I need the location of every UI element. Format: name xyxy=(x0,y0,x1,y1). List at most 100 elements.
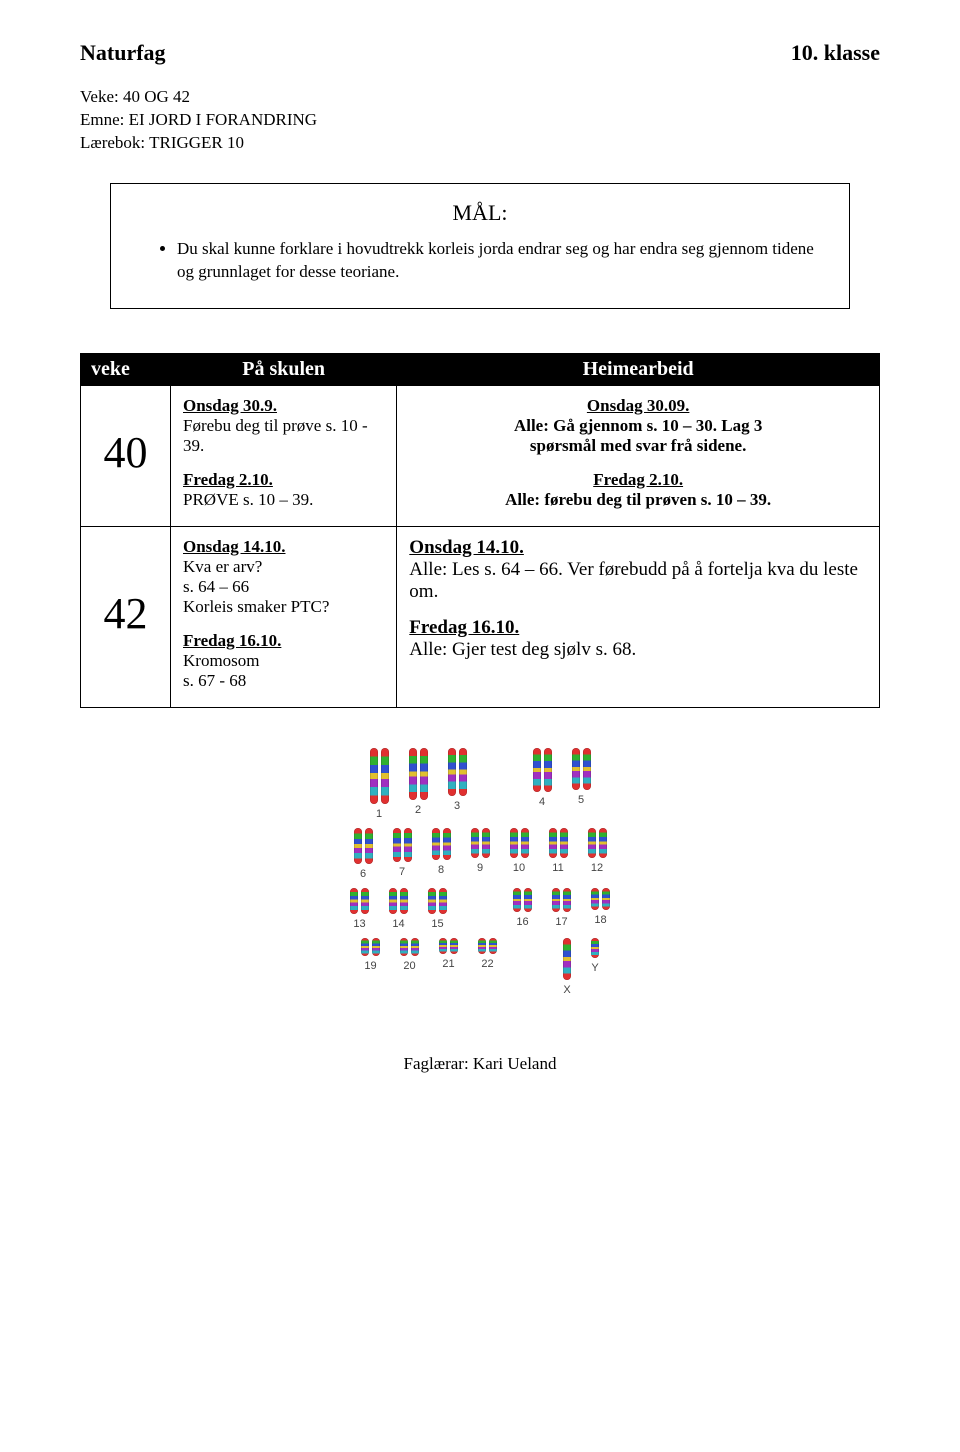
school-cell: Onsdag 14.10. Kva er arv? s. 64 – 66 Kor… xyxy=(171,526,397,707)
home-text: Alle: Gå gjennom s. 10 – 30. Lag 3 xyxy=(409,416,867,436)
grade-label: 10. klasse xyxy=(791,40,880,66)
school-text: Kromosom xyxy=(183,651,384,671)
chromosome-pair: 3 xyxy=(448,748,467,820)
home-cell: Onsdag 30.09. Alle: Gå gjennom s. 10 – 3… xyxy=(397,385,880,526)
chromosome-icon xyxy=(599,828,607,858)
week-number: 42 xyxy=(81,526,171,707)
chromosome-icon xyxy=(591,888,599,910)
chromosome-icon xyxy=(563,938,571,980)
chromosome-pair: 15 xyxy=(428,888,447,930)
chromosome-icon xyxy=(544,748,552,792)
karyotype-figure: 12345678910111213141516171819202122XY xyxy=(80,748,880,1004)
home-text: Alle: førebu deg til prøven s. 10 – 39. xyxy=(409,490,867,510)
page-footer: Faglærar: Kari Ueland xyxy=(80,1054,880,1074)
col-home: Heimearbeid xyxy=(397,353,880,385)
chromosome-label: 19 xyxy=(364,960,376,972)
chromosome-label: X xyxy=(563,984,570,996)
chromosome-icon xyxy=(404,828,412,862)
home-date: Fredag 16.10. xyxy=(409,617,867,639)
home-text: Alle: Les s. 64 – 66. Ver førebudd på å … xyxy=(409,559,867,603)
goal-list: Du skal kunne forklare i hovudtrekk korl… xyxy=(141,238,819,284)
chromosome-label: 11 xyxy=(552,862,563,874)
chromosome-pair: 22 xyxy=(478,938,497,996)
page-header: Naturfag 10. klasse xyxy=(80,40,880,66)
chromosome-icon xyxy=(533,748,541,792)
chromosome-label: 20 xyxy=(403,960,415,972)
chromosome-icon xyxy=(521,828,529,858)
school-text: PRØVE s. 10 – 39. xyxy=(183,490,384,510)
chromosome-icon xyxy=(489,938,497,954)
chromosome-icon xyxy=(350,888,358,914)
chromosome-label: 2 xyxy=(415,804,421,816)
chromosome-icon xyxy=(482,828,490,858)
school-text: s. 67 - 68 xyxy=(183,671,384,691)
chromosome-icon xyxy=(563,888,571,912)
table-row: 40 Onsdag 30.9. Førebu deg til prøve s. … xyxy=(81,385,880,526)
chromosome-icon xyxy=(365,828,373,864)
chromosome-icon xyxy=(524,888,532,912)
col-week: veke xyxy=(81,353,171,385)
home-date: Fredag 2.10. xyxy=(409,470,867,490)
chromosome-label: 12 xyxy=(591,862,603,874)
chromosome-icon xyxy=(552,888,560,912)
chromosome-icon xyxy=(549,828,557,858)
chromosome-pair: 16 xyxy=(513,888,532,930)
chromosome-icon xyxy=(510,828,518,858)
chromosome-label: 6 xyxy=(360,868,366,880)
school-text: Førebu deg til prøve s. 10 - 39. xyxy=(183,416,384,456)
chromosome-pair: 12 xyxy=(588,828,607,880)
school-date: Onsdag 14.10. xyxy=(183,537,384,557)
chromosome-label: 21 xyxy=(442,958,454,970)
table-row: 42 Onsdag 14.10. Kva er arv? s. 64 – 66 … xyxy=(81,526,880,707)
chromosome-pair: 2 xyxy=(409,748,428,820)
home-date: Onsdag 14.10. xyxy=(409,537,867,559)
chromosome-icon xyxy=(439,938,447,954)
chromosome-icon xyxy=(420,748,428,800)
chromosome-icon xyxy=(450,938,458,954)
chromosome-label: 13 xyxy=(353,918,365,930)
chromosome-icon xyxy=(432,828,440,860)
meta-block: Veke: 40 OG 42 Emne: EI JORD I FORANDRIN… xyxy=(80,86,880,155)
karyotype-grid: 12345678910111213141516171819202122XY xyxy=(350,748,610,1004)
chromosome-pair: 10 xyxy=(510,828,529,880)
school-text: Korleis smaker PTC? xyxy=(183,597,384,617)
chromosome-pair: Y xyxy=(591,938,599,996)
chromosome-icon xyxy=(370,748,378,804)
chromosome-pair: 14 xyxy=(389,888,408,930)
chromosome-icon xyxy=(588,828,596,858)
school-cell: Onsdag 30.9. Førebu deg til prøve s. 10 … xyxy=(171,385,397,526)
chromosome-icon xyxy=(602,888,610,910)
col-school: På skulen xyxy=(171,353,397,385)
chromosome-label: 1 xyxy=(376,808,382,820)
chromosome-pair: 17 xyxy=(552,888,571,930)
chromosome-pair: 8 xyxy=(432,828,451,880)
chromosome-icon xyxy=(389,888,397,914)
chromosome-icon xyxy=(513,888,521,912)
school-date: Onsdag 30.9. xyxy=(183,396,384,416)
goal-box: MÅL: Du skal kunne forklare i hovudtrekk… xyxy=(110,183,850,309)
week-number: 40 xyxy=(81,385,171,526)
chromosome-icon xyxy=(471,828,479,858)
chromosome-label: 5 xyxy=(578,794,584,806)
chromosome-icon xyxy=(372,938,380,956)
home-text: Alle: Gjer test deg sjølv s. 68. xyxy=(409,639,867,661)
school-date: Fredag 2.10. xyxy=(183,470,384,490)
goal-item: Du skal kunne forklare i hovudtrekk korl… xyxy=(177,238,819,284)
chromosome-icon xyxy=(560,828,568,858)
chromosome-icon xyxy=(393,828,401,862)
chromosome-icon xyxy=(411,938,419,956)
chromosome-pair: 7 xyxy=(393,828,412,880)
meta-week: Veke: 40 OG 42 xyxy=(80,86,880,109)
chromosome-label: 15 xyxy=(431,918,443,930)
chromosome-label: 16 xyxy=(516,916,528,928)
chromosome-icon xyxy=(572,748,580,790)
chromosome-icon xyxy=(400,888,408,914)
school-date: Fredag 16.10. xyxy=(183,631,384,651)
table-header-row: veke På skulen Heimearbeid xyxy=(81,353,880,385)
school-text: s. 64 – 66 xyxy=(183,577,384,597)
chromosome-label: 14 xyxy=(392,918,404,930)
chromosome-pair: 1 xyxy=(370,748,389,820)
chromosome-icon xyxy=(459,748,467,796)
chromosome-icon xyxy=(409,748,417,800)
meta-textbook: Lærebok: TRIGGER 10 xyxy=(80,132,880,155)
